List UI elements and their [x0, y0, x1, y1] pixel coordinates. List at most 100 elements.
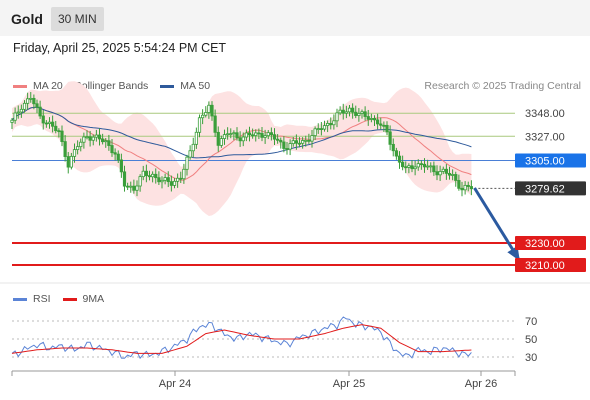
candle-body [104, 140, 108, 143]
candle [54, 120, 58, 134]
candle-body [454, 174, 458, 181]
instrument-title: Gold [11, 11, 43, 27]
candle-body [213, 115, 217, 133]
level-tags: 3348.00 3327.00 3305.00 3279.62 3230.00 3210.… [515, 108, 586, 272]
candle-body [201, 114, 205, 119]
candle-body [301, 140, 305, 144]
candle-body [197, 117, 202, 133]
ma50-line [11, 106, 472, 159]
candle-body [247, 132, 252, 136]
candle [413, 160, 417, 176]
candle [276, 134, 280, 144]
candle-body [235, 132, 239, 139]
candle [160, 176, 164, 189]
candle [441, 166, 445, 175]
candle-body [166, 177, 170, 183]
candle [397, 151, 402, 169]
level-tag-label: 3327.00 [525, 131, 565, 143]
candle-body [360, 111, 364, 114]
candle [60, 125, 64, 147]
candle-body [44, 122, 48, 125]
candle-body [344, 111, 348, 114]
candle [291, 136, 295, 147]
forecast-arrow [473, 187, 520, 261]
candle-body [172, 180, 177, 186]
candle [10, 118, 14, 130]
candle [272, 128, 277, 145]
candle [191, 137, 195, 158]
x-axis: Apr 24 Apr 25 Apr 26 [0, 282, 590, 390]
candle-body [219, 138, 223, 146]
candle-body [188, 150, 192, 158]
candle-body [216, 131, 220, 146]
candle [372, 115, 377, 126]
candle-body [304, 139, 308, 142]
candle [354, 105, 358, 119]
candle [122, 165, 127, 192]
candle-body [169, 181, 173, 186]
candle-body [129, 185, 133, 188]
candle-body [319, 128, 323, 130]
candle [416, 159, 420, 171]
candle [38, 100, 42, 119]
candle [19, 104, 23, 118]
candle-body [285, 148, 289, 150]
candle [288, 139, 292, 156]
candle-body [441, 168, 445, 172]
candle-body [19, 108, 23, 113]
candle-body [160, 179, 164, 183]
level-tag-label: 3305.00 [525, 156, 565, 168]
candle [316, 123, 320, 134]
rsi-tick-label: 50 [525, 334, 537, 346]
candle [335, 108, 339, 128]
candle [210, 101, 214, 121]
candle [29, 92, 33, 103]
level-tag: 3210.00 [515, 258, 586, 272]
level-tag-label: 3348.00 [525, 108, 565, 120]
candle-body [422, 163, 427, 168]
candle-body [279, 139, 283, 143]
candle-body [179, 177, 183, 180]
legend-ma9-label: 9MA [82, 293, 105, 305]
candle [185, 154, 189, 176]
candle-body [54, 125, 58, 132]
candle-body [310, 135, 314, 142]
candle-body [372, 118, 377, 121]
candle [251, 128, 255, 139]
candle-body [101, 138, 105, 143]
candle-body [326, 123, 330, 127]
candle [13, 107, 17, 124]
legend-ma9-swatch [62, 297, 77, 301]
candle [172, 178, 177, 189]
candle [451, 169, 455, 181]
candle-body [357, 113, 361, 116]
candle [104, 137, 108, 148]
candle [313, 126, 317, 140]
candles [10, 92, 473, 197]
candle [463, 181, 467, 195]
level-tag-label: 3279.62 [525, 183, 565, 195]
candle [197, 114, 202, 138]
period-button[interactable]: 30 MIN [51, 7, 104, 31]
candle [379, 117, 383, 130]
x-tick-label: Apr 25 [333, 378, 365, 390]
legend-ma20-label: MA 20 + Bollinger Bands [33, 80, 149, 92]
candle-body [416, 163, 420, 168]
moving-averages [11, 106, 472, 181]
candle [235, 127, 239, 141]
candle [326, 120, 330, 133]
candle [188, 145, 192, 160]
candle-body [229, 133, 233, 136]
candle-body [466, 184, 470, 187]
candle-body [335, 112, 339, 122]
legend-rsi-swatch [13, 297, 27, 301]
candle [294, 134, 298, 150]
candle-body [226, 133, 230, 136]
candle-body [347, 107, 352, 113]
candle [138, 174, 142, 192]
candle [385, 121, 389, 136]
candle-body [376, 119, 380, 125]
candle-body [294, 140, 298, 144]
candle [351, 103, 355, 119]
candle [144, 164, 148, 183]
